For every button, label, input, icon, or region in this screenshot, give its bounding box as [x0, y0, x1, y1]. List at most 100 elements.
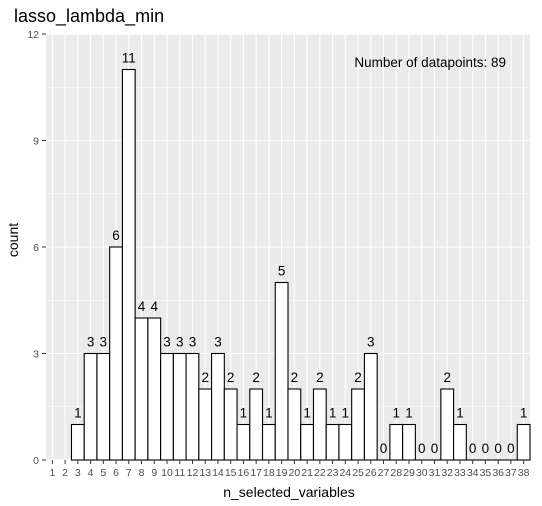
- histogram-bar: [198, 388, 213, 461]
- x-tick-label: 5: [100, 467, 106, 479]
- bar-count-label: 4: [138, 299, 146, 314]
- x-tick-label: 7: [126, 467, 132, 479]
- x-tick-label: 15: [225, 467, 237, 479]
- bar-count-label: 2: [201, 370, 209, 385]
- x-tick-label: 6: [113, 467, 119, 479]
- histogram-bar: [236, 423, 251, 461]
- x-tick-label: 28: [390, 467, 402, 479]
- histogram-bar: [96, 352, 111, 461]
- datapoints-annotation: Number of datapoints: 89: [354, 55, 506, 70]
- histogram-bar: [70, 423, 85, 461]
- bar-count-label: 3: [367, 335, 375, 350]
- bar-count-label: 2: [252, 370, 260, 385]
- x-tick-label: 17: [250, 467, 262, 479]
- bar-count-label: 1: [303, 406, 311, 421]
- x-tick-label: 34: [467, 467, 479, 479]
- bar-count-label: 2: [291, 370, 299, 385]
- x-tick-label: 38: [518, 467, 530, 479]
- histogram-bar: [172, 352, 187, 461]
- x-tick-label: 36: [492, 467, 504, 479]
- x-tick-label: 19: [276, 467, 288, 479]
- bar-count-label: 2: [316, 370, 324, 385]
- histogram-bar: [363, 352, 378, 461]
- x-tick-label: 27: [378, 467, 390, 479]
- chart-title: lasso_lambda_min: [14, 6, 164, 27]
- bar-count-label: 2: [227, 370, 235, 385]
- x-tick-label: 25: [352, 467, 364, 479]
- histogram-bar: [261, 423, 276, 461]
- bar-count-label: 0: [418, 441, 426, 456]
- x-axis-ticks: 1 2 3 4 5 6 7 8 9 10 11 12 13 14 15 16 17 18 19 20 21 22 23 24 2…: [49, 460, 530, 479]
- bar-count-label: 3: [100, 335, 108, 350]
- histogram-bar: [223, 388, 238, 461]
- x-tick-label: 20: [289, 467, 301, 479]
- histogram-bar: [121, 68, 136, 461]
- bar-count-label: 4: [151, 299, 159, 314]
- histogram-bar: [134, 317, 149, 461]
- histogram-bar: [338, 423, 353, 461]
- bar-count-label: 3: [163, 335, 171, 350]
- bar-count-label: 1: [456, 406, 464, 421]
- x-tick-label: 35: [480, 467, 492, 479]
- histogram-bar: [287, 388, 302, 461]
- x-tick-label: 14: [212, 467, 224, 479]
- x-tick-label: 31: [429, 467, 441, 479]
- x-tick-label: 23: [327, 467, 339, 479]
- x-tick-label: 22: [314, 467, 326, 479]
- bar-count-label: 1: [74, 406, 82, 421]
- histogram-bar: [402, 423, 416, 461]
- bar-count-label: 1: [342, 406, 350, 421]
- histogram-bar: [160, 352, 174, 461]
- histogram-bar: [109, 246, 123, 461]
- bar-count-label: 5: [278, 264, 286, 279]
- histogram-bar: [83, 352, 98, 461]
- y-axis-title: count: [5, 223, 21, 257]
- x-tick-label: 16: [238, 467, 250, 479]
- bar-count-label: 1: [393, 406, 401, 421]
- x-tick-label: 18: [263, 467, 275, 479]
- x-tick-label: 2: [62, 467, 68, 479]
- histogram-bar: [389, 423, 404, 461]
- histogram-bar: [147, 317, 162, 461]
- bar-count-label: 0: [380, 441, 388, 456]
- histogram-bar: [300, 423, 315, 461]
- y-tick-label: 3: [33, 349, 39, 361]
- x-tick-label: 21: [301, 467, 313, 479]
- bars-layer: [70, 68, 531, 461]
- x-tick-label: 3: [75, 467, 81, 479]
- bar-count-label: 3: [214, 335, 222, 350]
- y-axis-ticks: 0 3 6 9 12: [27, 29, 46, 467]
- bar-count-label: 2: [354, 370, 362, 385]
- x-tick-label: 13: [199, 467, 211, 479]
- x-axis-title: n_selected_variables: [223, 484, 355, 500]
- x-tick-label: 26: [365, 467, 377, 479]
- histogram-bar: [249, 388, 264, 461]
- x-tick-label: 32: [441, 467, 453, 479]
- x-tick-label: 24: [339, 467, 351, 479]
- bar-count-label: 0: [482, 441, 490, 456]
- bar-count-label: 1: [405, 406, 413, 421]
- y-tick-label: 9: [33, 136, 39, 148]
- x-tick-label: 11: [174, 467, 185, 479]
- bar-count-label: 2: [443, 370, 451, 385]
- bar-count-label: 3: [87, 335, 95, 350]
- histogram-bar: [440, 388, 455, 461]
- x-tick-label: 30: [416, 467, 428, 479]
- x-tick-label: 9: [151, 467, 157, 479]
- histogram-bar: [516, 423, 531, 461]
- bar-count-label: 0: [431, 441, 439, 456]
- histogram-bar: [325, 423, 340, 461]
- histogram-bar: [274, 281, 289, 461]
- bar-count-label: 1: [240, 406, 248, 421]
- x-tick-label: 10: [161, 467, 173, 479]
- histogram-bar: [453, 423, 467, 461]
- bar-count-label: 1: [329, 406, 337, 421]
- histogram-bar: [185, 352, 200, 461]
- x-tick-label: 1: [49, 467, 55, 479]
- x-tick-label: 37: [505, 467, 517, 479]
- x-tick-label: 12: [187, 467, 199, 479]
- y-tick-label: 6: [33, 242, 39, 254]
- histogram-bar: [211, 352, 225, 461]
